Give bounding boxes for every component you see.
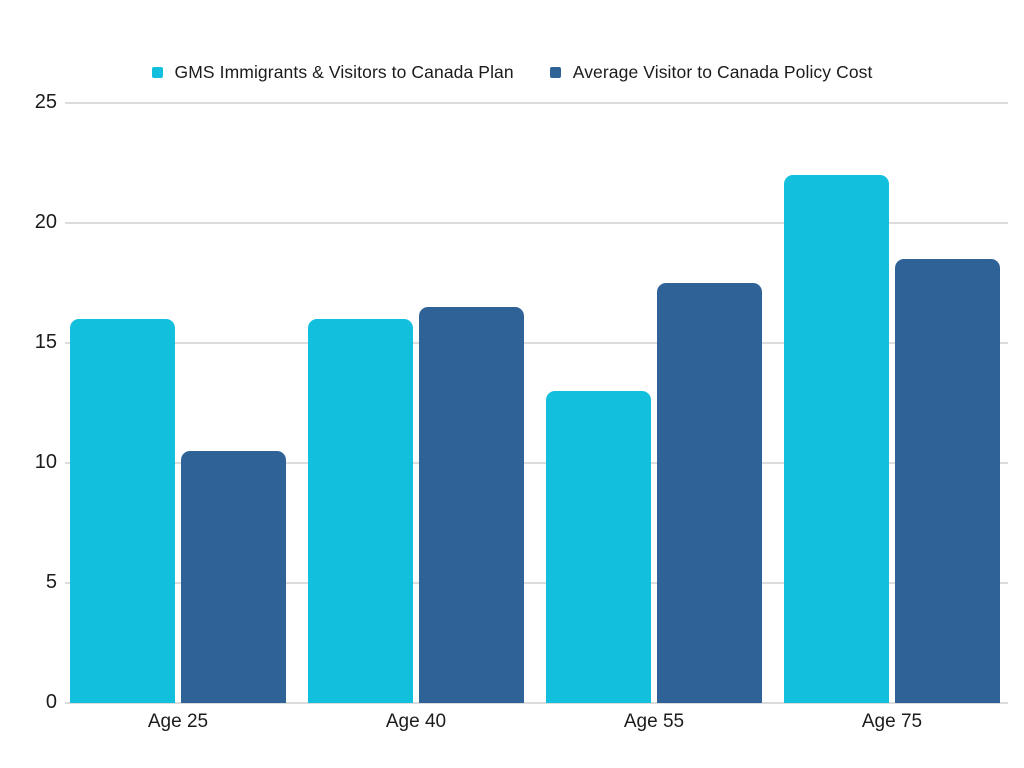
x-axis-label-age-25: Age 25 [147,711,209,732]
bar-avg-age-25 [181,451,286,703]
gridline-20 [65,222,1008,224]
bar-avg-age-75 [895,259,1000,703]
legend-swatch-average-policy [549,67,561,78]
legend-item-gms-plan: GMS Immigrants & Visitors to Canada Plan [151,62,514,83]
gridline-5 [65,582,1008,584]
x-axis-label-age-75: Age 75 [861,711,923,732]
bar-avg-age-55 [657,283,762,703]
x-axis-label-age-40: Age 40 [385,711,447,732]
y-tick-label-10: 10 [34,451,57,473]
y-tick-label-25: 25 [34,91,57,113]
y-tick-label-20: 20 [34,211,57,233]
y-tick-label-15: 15 [34,331,57,353]
bar-gms-age-25 [70,319,175,703]
bar-gms-age-55 [546,391,651,703]
x-axis-label-age-55: Age 55 [623,711,685,732]
bar-gms-age-40 [308,319,413,703]
bar-gms-age-75 [784,175,889,703]
legend-item-average-policy: Average Visitor to Canada Policy Cost [549,62,873,83]
gridline-0 [65,702,1008,704]
y-tick-label-5: 5 [45,571,57,593]
legend-swatch-gms-plan [151,67,163,78]
legend-label-gms-plan: GMS Immigrants & Visitors to Canada Plan [174,62,514,82]
gridline-25 [65,102,1008,104]
y-tick-label-0: 0 [45,691,57,713]
legend-label-average-policy: Average Visitor to Canada Policy Cost [572,62,873,82]
chart-legend: GMS Immigrants & Visitors to Canada Plan… [0,62,1024,83]
gridline-10 [65,462,1008,464]
bar-avg-age-40 [419,307,524,703]
gridline-15 [65,342,1008,344]
